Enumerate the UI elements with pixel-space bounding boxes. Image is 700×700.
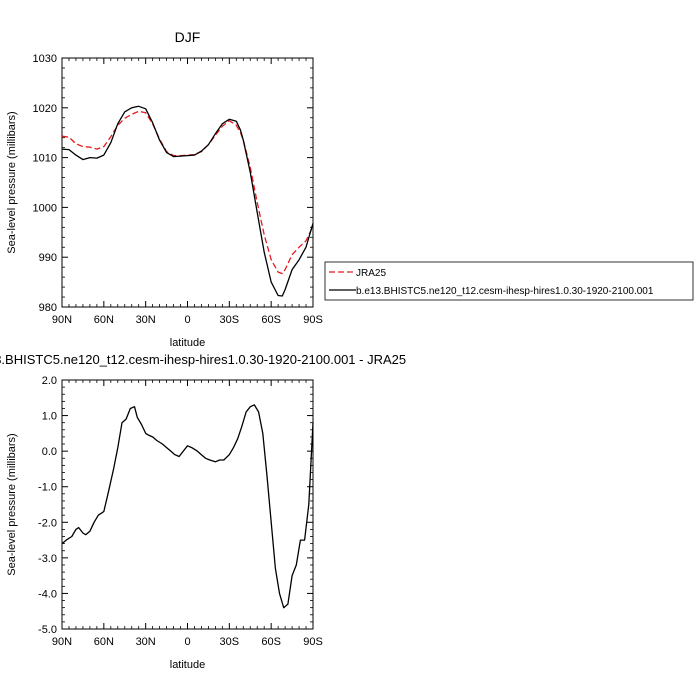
y-tick-label: 1030 xyxy=(33,53,57,65)
x-tick-label: 60S xyxy=(261,314,281,326)
y-tick-label: 1000 xyxy=(33,202,57,214)
x-tick-label: 30N xyxy=(136,314,156,326)
y-tick-label: 2.0 xyxy=(42,375,57,387)
x-tick-label: 0 xyxy=(184,636,190,648)
y-tick-label: -4.0 xyxy=(38,588,57,600)
y-tick-label: -2.0 xyxy=(38,517,57,529)
chart-title: b.e13.BHISTC5.ne120_t12.cesm-ihesp-hires… xyxy=(0,352,406,367)
series-line-1-2 xyxy=(61,105,314,297)
y-tick-label: 1020 xyxy=(33,103,57,115)
y-tick-label: 1010 xyxy=(33,153,57,165)
x-tick-label: 90N xyxy=(52,636,72,648)
series-line-1-1 xyxy=(61,110,314,275)
plot-frame xyxy=(61,379,314,630)
y-axis-label: Sea-level pressure (millibars) xyxy=(6,111,18,253)
y-axis-label: Sea-level pressure (millibars) xyxy=(6,433,18,575)
x-tick-label: 30S xyxy=(220,636,240,648)
y-tick-label: 990 xyxy=(39,252,57,264)
y-tick-label: -3.0 xyxy=(38,553,57,565)
legend-box xyxy=(324,261,694,301)
y-tick-label: -1.0 xyxy=(38,482,57,494)
x-tick-label: 60S xyxy=(261,636,281,648)
chart-panel-1: DJF 90N 60N 30N 0 30S 60S 90S 1030 1020 1010 1000 99… xyxy=(6,29,694,349)
x-tick-label: 90S xyxy=(303,636,323,648)
plot-frame xyxy=(61,57,314,308)
legend-label: JRA25 xyxy=(356,268,386,279)
x-tick-label: 90S xyxy=(303,314,323,326)
x-tick-label: 90N xyxy=(52,314,72,326)
y-tick-label: 1.0 xyxy=(42,411,57,423)
legend-label: b.e13.BHISTC5.ne120_t12.cesm-ihesp-hires… xyxy=(356,286,654,297)
x-tick-label: 30N xyxy=(136,636,156,648)
x-tick-label: 0 xyxy=(184,314,190,326)
y-tick-label: 980 xyxy=(39,302,57,314)
x-tick-label: 30S xyxy=(220,314,240,326)
y-tick-label: 0.0 xyxy=(42,446,57,458)
x-axis-label: latitude xyxy=(170,337,205,349)
series-line-2-1 xyxy=(61,404,314,609)
y-tick-label: -5.0 xyxy=(38,624,57,636)
chart-panel-2: b.e13.BHISTC5.ne120_t12.cesm-ihesp-hires… xyxy=(0,352,406,671)
x-tick-label: 60N xyxy=(94,636,114,648)
x-axis-label: latitude xyxy=(170,659,205,671)
chart-title: DJF xyxy=(175,29,201,45)
x-tick-label: 60N xyxy=(94,314,114,326)
